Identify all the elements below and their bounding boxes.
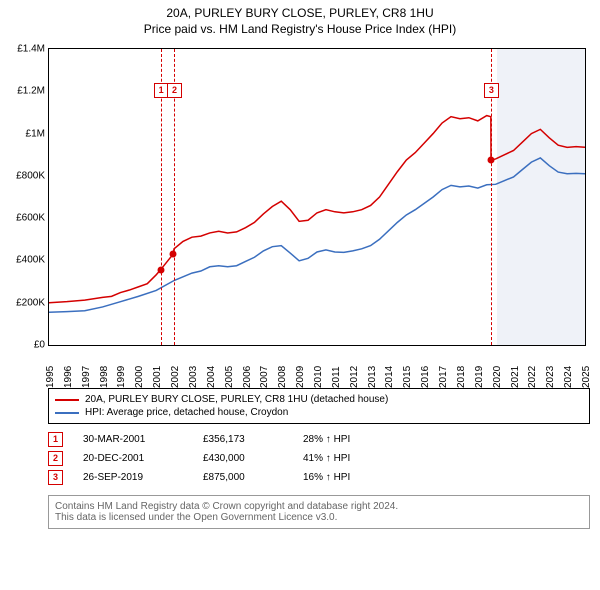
x-tick: 1998: [99, 366, 110, 388]
sale-dot: [157, 266, 164, 273]
attribution-footer: Contains HM Land Registry data © Crown c…: [48, 495, 590, 529]
series-price_paid: [49, 116, 585, 303]
chart-lines: [49, 49, 585, 345]
x-tick: 2012: [349, 366, 360, 388]
sale-badge: 1: [48, 432, 63, 447]
legend-swatch: [55, 412, 79, 414]
sale-delta: 41% ↑ HPI: [303, 453, 350, 464]
x-tick: 2009: [295, 366, 306, 388]
x-tick: 2001: [152, 366, 163, 388]
x-tick: 2023: [545, 366, 556, 388]
x-tick: 2015: [402, 366, 413, 388]
series-hpi: [49, 158, 585, 312]
y-tick: £1.4M: [11, 44, 45, 55]
x-tick: 2008: [277, 366, 288, 388]
sale-date: 20-DEC-2001: [83, 453, 183, 464]
x-tick: 2004: [206, 366, 217, 388]
title-sub: Price paid vs. HM Land Registry's House …: [0, 22, 600, 36]
x-tick: 2022: [527, 366, 538, 388]
y-tick: £1M: [11, 128, 45, 139]
title-address: 20A, PURLEY BURY CLOSE, PURLEY, CR8 1HU: [0, 6, 600, 20]
legend-label: HPI: Average price, detached house, Croy…: [85, 407, 288, 418]
x-tick: 2002: [170, 366, 181, 388]
legend-swatch: [55, 399, 79, 401]
x-tick: 2019: [474, 366, 485, 388]
legend-and-sales: 20A, PURLEY BURY CLOSE, PURLEY, CR8 1HU …: [48, 388, 590, 487]
marker-badge: 3: [484, 83, 499, 98]
x-tick: 2000: [134, 366, 145, 388]
y-tick: £200K: [11, 297, 45, 308]
sale-delta: 16% ↑ HPI: [303, 472, 350, 483]
sale-price: £430,000: [203, 453, 283, 464]
sale-price: £356,173: [203, 434, 283, 445]
x-tick: 2003: [188, 366, 199, 388]
x-tick: 2025: [581, 366, 592, 388]
x-tick: 2021: [510, 366, 521, 388]
y-tick: £600K: [11, 213, 45, 224]
sale-price: £875,000: [203, 472, 283, 483]
sale-date: 30-MAR-2001: [83, 434, 183, 445]
x-tick: 1995: [45, 366, 56, 388]
y-tick: £0: [11, 340, 45, 351]
y-tick: £1.2M: [11, 86, 45, 97]
x-tick: 2011: [331, 366, 342, 388]
sale-row: 1 30-MAR-2001 £356,173 28% ↑ HPI: [48, 430, 590, 449]
x-tick: 2014: [384, 366, 395, 388]
x-tick: 1997: [81, 366, 92, 388]
legend-row: 20A, PURLEY BURY CLOSE, PURLEY, CR8 1HU …: [55, 393, 583, 406]
x-tick: 2005: [224, 366, 235, 388]
price-chart: £0£200K£400K£600K£800K£1M£1.2M£1.4M19951…: [10, 44, 590, 384]
legend-label: 20A, PURLEY BURY CLOSE, PURLEY, CR8 1HU …: [85, 394, 388, 405]
sale-delta: 28% ↑ HPI: [303, 434, 350, 445]
x-tick: 2020: [492, 366, 503, 388]
x-tick: 2010: [313, 366, 324, 388]
x-tick: 2007: [259, 366, 270, 388]
sale-row: 3 26-SEP-2019 £875,000 16% ↑ HPI: [48, 468, 590, 487]
marker-badge: 2: [167, 83, 182, 98]
sale-badge: 3: [48, 470, 63, 485]
x-tick: 2013: [367, 366, 378, 388]
footer-line-2: This data is licensed under the Open Gov…: [55, 512, 583, 523]
x-tick: 2017: [438, 366, 449, 388]
sale-date: 26-SEP-2019: [83, 472, 183, 483]
x-tick: 1999: [116, 366, 127, 388]
footer-line-1: Contains HM Land Registry data © Crown c…: [55, 501, 583, 512]
y-tick: £400K: [11, 255, 45, 266]
legend-row: HPI: Average price, detached house, Croy…: [55, 406, 583, 419]
x-tick: 2006: [242, 366, 253, 388]
sale-row: 2 20-DEC-2001 £430,000 41% ↑ HPI: [48, 449, 590, 468]
x-tick: 2024: [563, 366, 574, 388]
sale-badge: 2: [48, 451, 63, 466]
sale-dot: [487, 157, 494, 164]
x-tick: 2016: [420, 366, 431, 388]
x-tick: 2018: [456, 366, 467, 388]
sale-dot: [170, 251, 177, 258]
x-tick: 1996: [63, 366, 74, 388]
y-tick: £800K: [11, 170, 45, 181]
